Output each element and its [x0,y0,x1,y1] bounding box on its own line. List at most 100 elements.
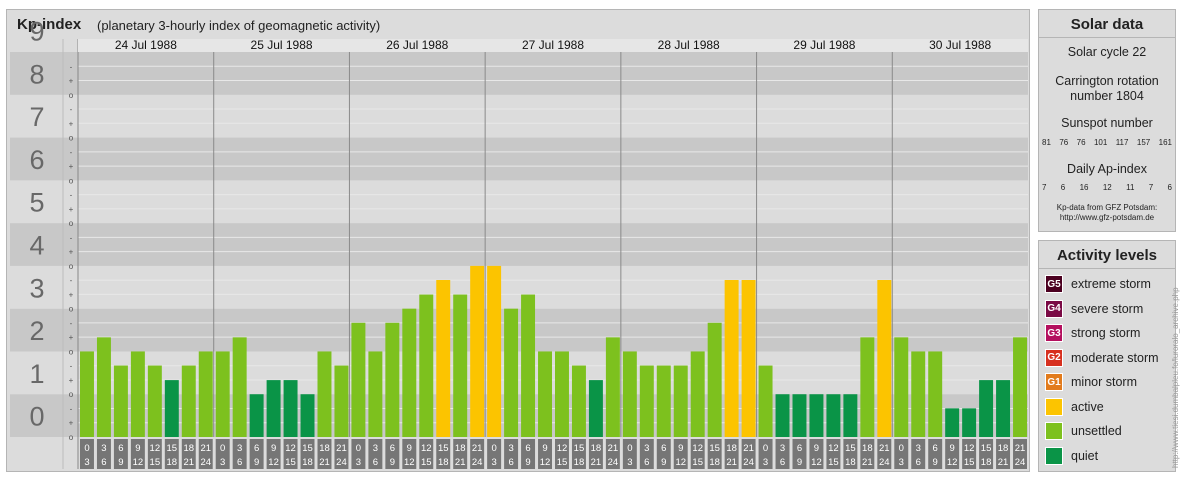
level-swatch: G2 [1045,348,1063,367]
solar-title-divider [1039,37,1175,38]
hour-start-label: 12 [692,443,703,454]
level-swatch [1045,446,1063,465]
y-minor-label: + [69,77,74,86]
level-label: minor storm [1071,375,1137,389]
kp-bar [130,351,145,437]
hour-box [809,439,824,469]
hour-end-label: 12 [811,457,822,468]
level-label: severe storm [1071,301,1144,316]
hour-start-label: 18 [319,443,330,454]
hour-end-label: 12 [404,457,415,468]
y-minor-label: o [69,433,74,442]
hour-box [232,439,247,469]
hour-end-label: 9 [525,457,530,468]
ap-value: 12 [1102,183,1112,192]
y-minor-label: o [69,262,74,271]
hour-start-label: 6 [933,443,938,454]
y-minor-label: o [69,134,74,143]
y-minor-label: o [69,219,74,228]
hour-end-label: 18 [302,457,313,468]
hour-start-label: 21 [879,443,890,454]
sunspot-values: 81 76 76 101 117 157 161 [1042,138,1172,147]
kp-bar [80,351,94,437]
hour-start-label: 15 [302,443,313,454]
hour-start-label: 6 [797,443,802,454]
hour-box [605,439,620,469]
hour-box [758,439,773,469]
kp-bar [147,365,162,437]
hour-end-label: 24 [472,457,483,468]
hour-end-label: 24 [879,457,890,468]
y-minor-label: o [69,390,74,399]
hour-end-label: 9 [797,457,802,468]
hour-end-label: 3 [763,457,768,468]
level-swatch: G1 [1045,373,1063,391]
kp-bar [809,394,824,437]
hour-box [215,439,230,469]
ap-value: 7 [1042,183,1047,192]
hour-end-label: 6 [508,457,513,468]
hour-start-label: 9 [814,443,819,454]
hour-end-label: 21 [183,457,194,468]
kp-bar [962,408,977,437]
solar-cycle: Solar cycle 22 [1067,45,1147,59]
source-line1: Kp-data from GFZ Potsdam: [1056,203,1158,212]
y-minor-label: + [69,248,74,257]
y-tick-label: 4 [29,231,44,261]
kp-band [10,52,1028,95]
hour-start-label: 3 [237,443,242,454]
hour-box [775,439,790,469]
kp-bar [538,351,552,437]
kp-bar [656,365,671,437]
hour-box [962,439,977,469]
hour-box [96,439,111,469]
hour-box [538,439,552,469]
hour-box [487,439,502,469]
hour-start-label: 0 [84,443,89,454]
hour-box [979,439,994,469]
hour-box [317,439,332,469]
hour-end-label: 3 [899,457,904,468]
hour-box [266,439,281,469]
hour-start-label: 9 [135,443,140,454]
y-minor-label: + [69,119,74,128]
hour-box [436,439,451,469]
hour-start-label: 18 [591,443,602,454]
kp-bar [673,365,688,437]
hour-start-label: 15 [845,443,856,454]
kp-bar [571,365,586,437]
sunspot-title: Sunspot number [1061,116,1153,130]
level-item: unsettled [1045,422,1122,440]
y-tick-label: 8 [29,59,44,89]
hour-end-label: 15 [692,457,703,468]
hour-end-label: 12 [133,457,144,468]
hour-start-label: 6 [118,443,123,454]
level-item: G1 minor storm [1045,373,1137,391]
hour-box [504,439,519,469]
y-minor-label: - [70,276,73,285]
level-label: moderate storm [1071,350,1159,365]
y-minor-label: + [69,290,74,299]
hour-box [673,439,688,469]
hour-end-label: 24 [336,457,347,468]
kp-bar [894,337,909,437]
hour-box [334,439,349,469]
sunspot-value: 81 [1042,138,1051,147]
hour-start-label: 6 [661,443,666,454]
source-link[interactable]: http://www.gfz-potsdam.de [1059,213,1155,222]
kp-bar [470,265,485,437]
hour-end-label: 15 [828,457,839,468]
kp-bar [707,322,722,437]
hour-box [792,439,807,469]
hour-end-label: 21 [998,457,1009,468]
y-minor-label: - [70,319,73,328]
hour-start-label: 9 [407,443,412,454]
ap-value: 11 [1126,183,1135,192]
hour-start-label: 15 [981,443,992,454]
hour-box [113,439,128,469]
hour-start-label: 21 [1015,443,1026,454]
hour-box [877,439,892,469]
hour-end-label: 15 [557,457,568,468]
hour-end-label: 9 [118,457,123,468]
level-swatch [1045,422,1063,440]
